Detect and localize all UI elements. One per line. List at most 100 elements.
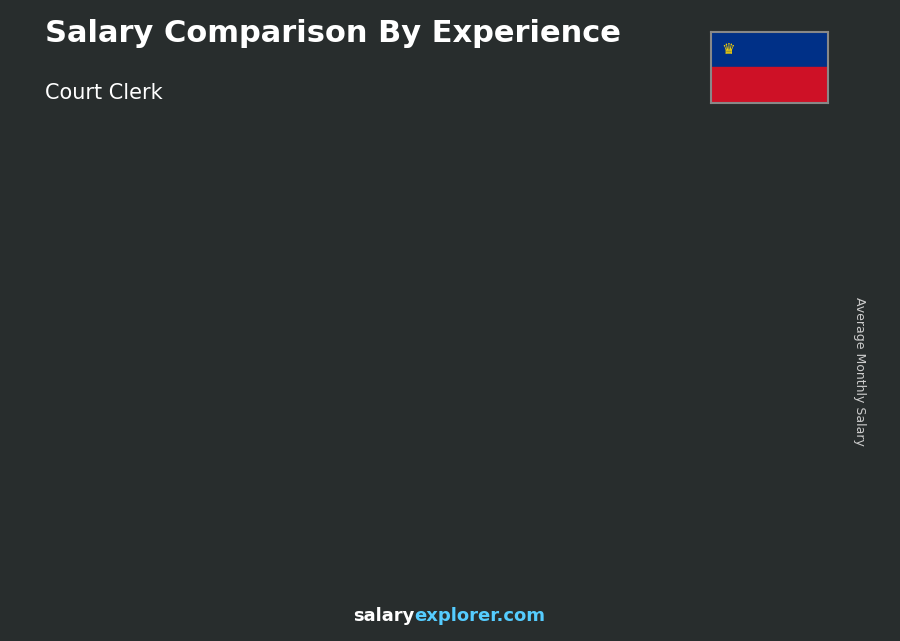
Bar	[198, 501, 264, 502]
Polygon shape	[138, 545, 150, 549]
Polygon shape	[264, 565, 276, 567]
Bar	[575, 413, 641, 417]
Polygon shape	[264, 540, 276, 542]
Polygon shape	[515, 404, 527, 410]
Polygon shape	[390, 556, 401, 558]
Bar	[324, 492, 390, 494]
Bar	[198, 497, 264, 499]
Bar	[575, 326, 641, 331]
Polygon shape	[515, 438, 527, 444]
Polygon shape	[641, 450, 653, 456]
Polygon shape	[641, 560, 653, 564]
Bar	[575, 408, 641, 413]
Polygon shape	[264, 541, 276, 544]
Polygon shape	[390, 466, 401, 471]
Polygon shape	[390, 470, 401, 476]
Bar	[324, 483, 390, 485]
Bar	[701, 415, 767, 420]
Bar	[198, 570, 264, 571]
Polygon shape	[138, 549, 150, 552]
Bar	[575, 460, 641, 465]
Bar	[711, 67, 828, 103]
Bar	[324, 519, 390, 522]
Bar	[450, 560, 515, 563]
Polygon shape	[515, 574, 527, 577]
Bar	[701, 369, 767, 374]
Bar	[575, 529, 641, 534]
Bar	[450, 473, 515, 477]
Bar	[198, 515, 264, 517]
Polygon shape	[264, 493, 276, 497]
Polygon shape	[264, 532, 276, 535]
Polygon shape	[264, 495, 276, 499]
Polygon shape	[515, 499, 527, 503]
Polygon shape	[767, 377, 779, 385]
Polygon shape	[767, 331, 779, 338]
Polygon shape	[575, 314, 653, 318]
Bar	[575, 339, 641, 344]
Polygon shape	[767, 290, 779, 298]
Bar	[73, 549, 138, 550]
Bar	[324, 506, 390, 508]
Polygon shape	[515, 472, 527, 477]
Polygon shape	[138, 544, 150, 547]
Polygon shape	[264, 547, 276, 549]
Bar	[198, 538, 264, 540]
Bar	[198, 576, 264, 577]
Polygon shape	[641, 512, 653, 517]
Bar	[198, 528, 264, 529]
Polygon shape	[515, 526, 527, 530]
Bar	[73, 527, 138, 528]
Bar	[198, 511, 264, 512]
Bar	[73, 571, 138, 572]
Bar	[198, 567, 264, 569]
Polygon shape	[138, 537, 150, 540]
Polygon shape	[515, 410, 527, 417]
Polygon shape	[138, 550, 150, 553]
Bar	[701, 354, 767, 359]
Bar	[198, 557, 264, 558]
Bar	[701, 430, 767, 435]
Polygon shape	[390, 476, 401, 480]
Bar	[450, 513, 515, 517]
Bar	[575, 542, 641, 547]
Text: ♛: ♛	[722, 42, 735, 57]
Polygon shape	[515, 553, 527, 557]
Bar	[450, 540, 515, 544]
Bar	[701, 460, 767, 465]
Polygon shape	[767, 356, 779, 364]
Polygon shape	[138, 542, 150, 545]
Bar	[324, 538, 390, 540]
Bar	[575, 435, 641, 438]
Bar	[73, 537, 138, 538]
Bar	[701, 476, 767, 481]
Polygon shape	[515, 390, 527, 397]
Polygon shape	[641, 568, 653, 572]
Polygon shape	[641, 388, 653, 395]
Polygon shape	[138, 529, 150, 533]
Bar	[73, 550, 138, 551]
Bar	[73, 560, 138, 562]
Polygon shape	[138, 556, 150, 558]
Bar	[450, 383, 515, 387]
Bar	[324, 517, 390, 519]
Bar	[450, 400, 515, 403]
Bar	[324, 487, 390, 489]
Polygon shape	[390, 515, 401, 519]
Bar	[575, 374, 641, 378]
Bar	[575, 404, 641, 408]
Bar	[324, 572, 390, 574]
Bar	[324, 460, 390, 462]
Bar	[324, 503, 390, 506]
Bar	[575, 469, 641, 473]
Polygon shape	[767, 444, 779, 450]
Polygon shape	[641, 489, 653, 495]
Polygon shape	[515, 478, 527, 483]
Polygon shape	[515, 529, 527, 533]
Polygon shape	[390, 454, 401, 460]
Bar	[198, 534, 264, 535]
Bar	[701, 283, 767, 288]
Bar	[450, 467, 515, 470]
Polygon shape	[641, 485, 653, 490]
Polygon shape	[515, 444, 527, 450]
